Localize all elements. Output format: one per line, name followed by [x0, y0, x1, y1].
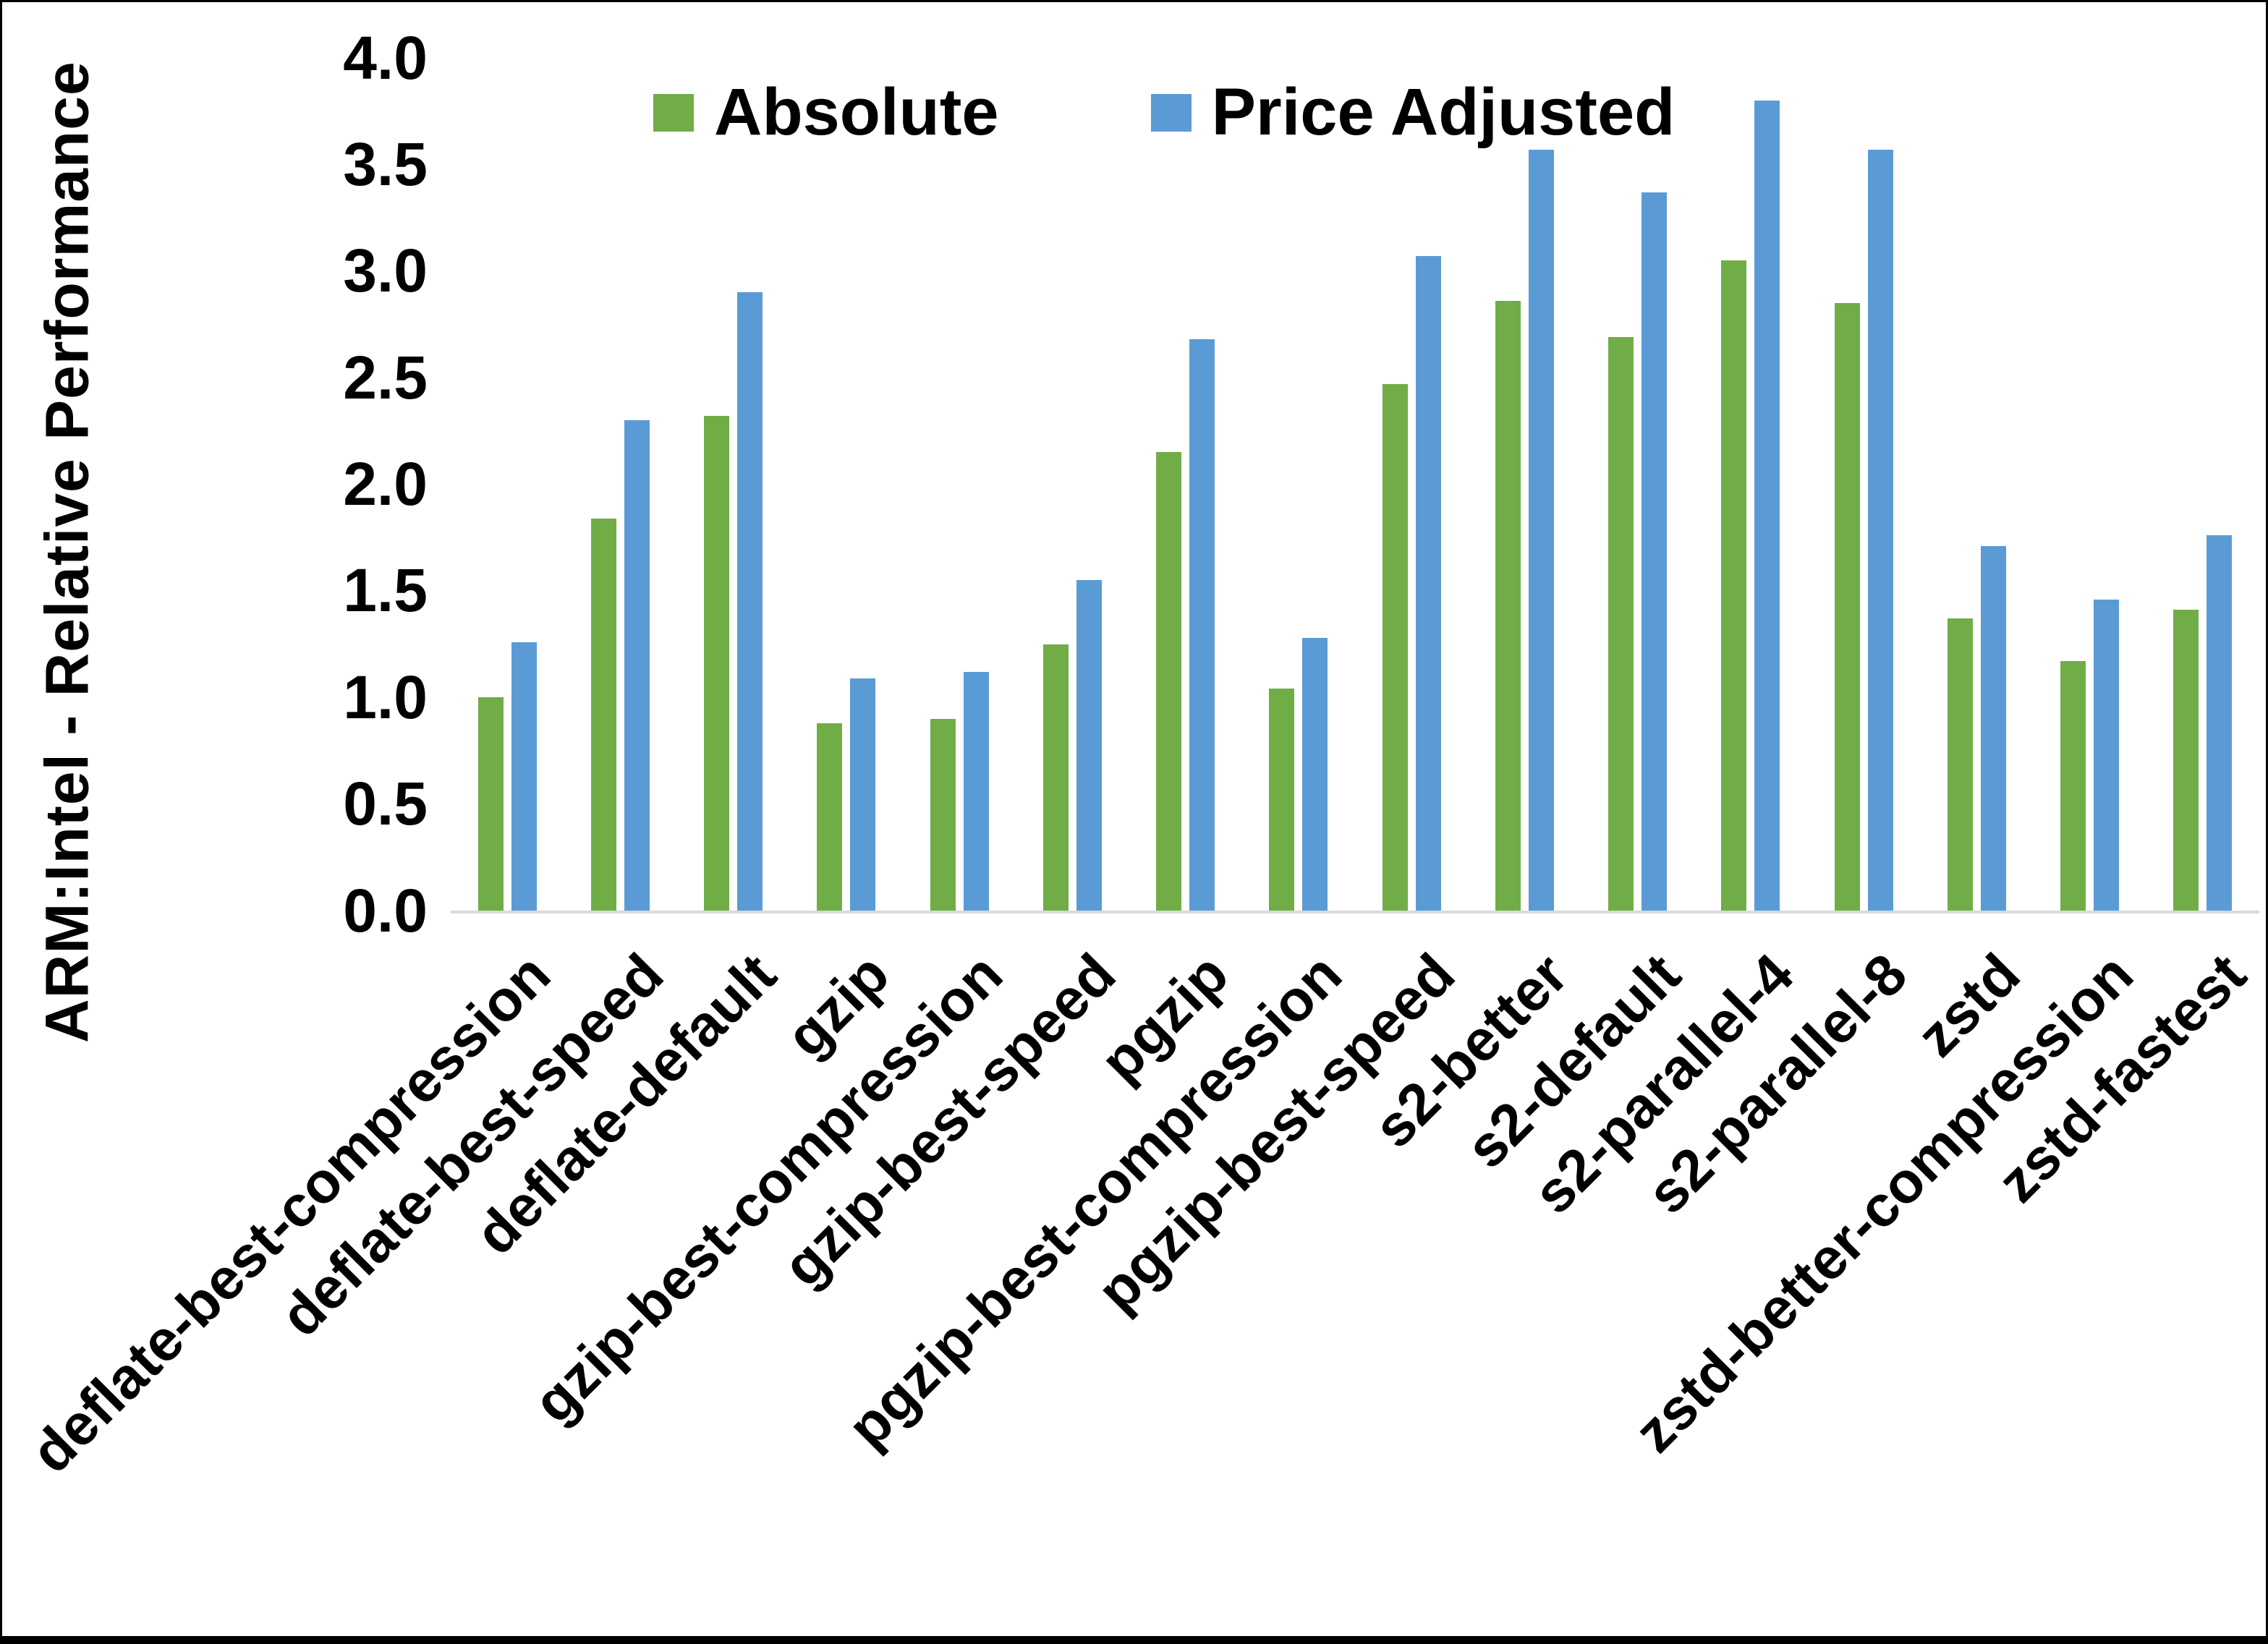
- bar-absolute: [1608, 337, 1634, 911]
- legend-label-absolute: Absolute: [714, 75, 999, 149]
- legend-label-price-adjusted: Price Adjusted: [1211, 75, 1675, 149]
- bar-price-adjusted: [624, 420, 650, 911]
- bar-group: [2146, 58, 2259, 911]
- bar-group: [677, 58, 790, 911]
- bar-price-adjusted: [1302, 637, 1328, 911]
- bar-absolute: [590, 518, 616, 911]
- bar-absolute: [1382, 383, 1408, 911]
- bar-price-adjusted: [737, 292, 763, 911]
- bar-group: [1694, 58, 1807, 911]
- bar-group: [1581, 58, 1694, 911]
- bar-absolute: [704, 416, 730, 911]
- legend-item-price-adjusted: Price Adjusted: [1150, 74, 1675, 150]
- bottom-border-bar: [2, 1636, 2266, 1644]
- plot-area: [451, 58, 2259, 913]
- bar-price-adjusted: [1641, 192, 1668, 911]
- bar-absolute: [1947, 618, 1973, 911]
- bar-price-adjusted: [2094, 599, 2120, 911]
- bar-absolute: [1721, 260, 1747, 911]
- bar-group: [1807, 58, 1920, 911]
- bar-absolute: [1042, 644, 1069, 911]
- bar-price-adjusted: [511, 642, 537, 911]
- bar-price-adjusted: [1528, 149, 1554, 911]
- bar-price-adjusted: [1189, 339, 1215, 911]
- bar-group: [1920, 58, 2033, 911]
- bar-absolute: [817, 723, 843, 911]
- bar-price-adjusted: [963, 671, 989, 911]
- bar-absolute: [2173, 610, 2199, 911]
- bar-price-adjusted: [1415, 256, 1441, 911]
- bar-price-adjusted: [1867, 149, 1893, 911]
- bar-price-adjusted: [1980, 545, 2006, 911]
- bar-group: [1016, 58, 1129, 911]
- bar-group: [1355, 58, 1468, 911]
- bar-absolute: [1834, 302, 1860, 911]
- bar-group: [451, 58, 564, 911]
- bar-price-adjusted: [1754, 100, 1780, 911]
- bar-group: [1129, 58, 1242, 911]
- x-label-slot: zstd-fastest: [1985, 941, 2259, 1635]
- bar-group: [1242, 58, 1355, 911]
- x-axis-labels: deflate-best-compression deflate-best-spe…: [19, 941, 2259, 1635]
- legend-swatch-price-adjusted: [1150, 93, 1192, 132]
- bar-absolute: [1269, 689, 1295, 911]
- bar-absolute: [2060, 661, 2086, 911]
- legend-item-absolute: Absolute: [653, 74, 999, 150]
- bar-absolute: [930, 718, 956, 911]
- bar-absolute: [1156, 452, 1182, 911]
- bar-group: [2034, 58, 2146, 911]
- bar-absolute: [477, 697, 504, 911]
- bar-group: [903, 58, 1016, 911]
- bar-group: [564, 58, 676, 911]
- legend: Absolute Price Adjusted: [653, 74, 1675, 150]
- legend-swatch-absolute: [653, 93, 694, 132]
- y-axis-ticks: 4.0 3.5 3.0 2.5 2.0 1.5 1.0 0.5 0.0: [343, 23, 428, 945]
- bar-price-adjusted: [2207, 535, 2233, 911]
- bar-price-adjusted: [1076, 580, 1102, 911]
- bar-price-adjusted: [850, 678, 876, 911]
- bar-group: [1468, 58, 1581, 911]
- bar-group: [790, 58, 903, 911]
- bar-absolute: [1495, 301, 1521, 911]
